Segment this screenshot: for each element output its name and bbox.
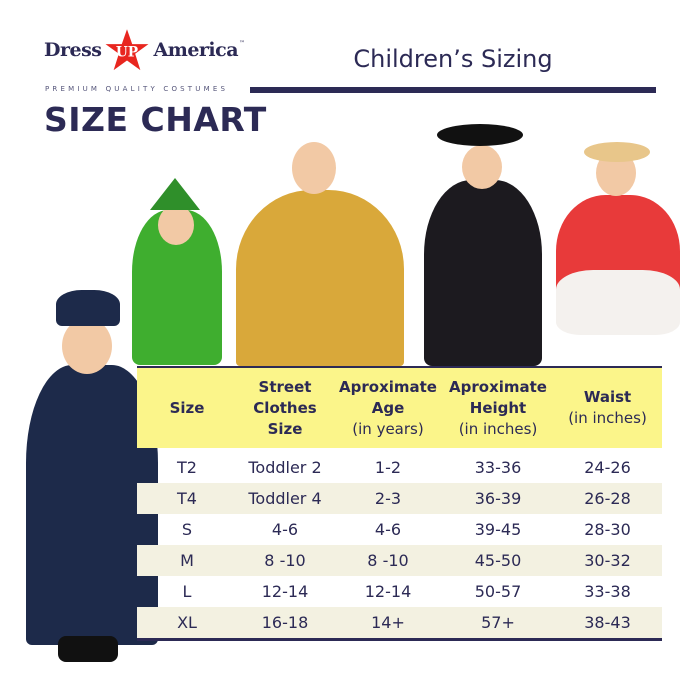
heading-divider [250, 87, 656, 93]
table-top-rule [137, 366, 662, 368]
page-title: SIZE CHART [44, 100, 267, 139]
table-cell: 2-3 [374, 489, 402, 508]
table-cell: 8 -10 [367, 551, 409, 570]
table-row: M 8 -10 8 -10 45-50 30-32 [137, 545, 662, 576]
table-cell: 12-14 [261, 582, 309, 601]
table-cell: T2 [177, 458, 197, 477]
table-cell: 33-36 [474, 458, 522, 477]
brand-tagline: PREMIUM QUALITY COSTUMES [45, 85, 229, 93]
table-cell: T4 [177, 489, 197, 508]
table-cell: M [180, 551, 194, 570]
table-cell: 4-6 [271, 520, 299, 539]
table-cell: Toddler 4 [248, 489, 322, 508]
table-cell: XL [177, 613, 197, 632]
table-row: XL 16-18 14+ 57+ 38-43 [137, 607, 662, 638]
brand-name-left: Dress [44, 39, 102, 61]
table-cell: 33-38 [584, 582, 631, 601]
header-height: Aproximate Height (in inches) [449, 377, 547, 438]
section-heading: Children’s Sizing [353, 45, 553, 73]
header-age: Aproximate Age (in years) [339, 377, 437, 438]
table-cell: 45-50 [474, 551, 522, 570]
table-cell: 36-39 [474, 489, 522, 508]
header-waist: Waist (in inches) [568, 388, 647, 427]
table-cell: 57+ [481, 613, 515, 632]
table-cell: 28-30 [584, 520, 631, 539]
header-street-size: Street Clothes Size [253, 377, 317, 438]
brand-name-right: America [153, 39, 239, 61]
table-row: S 4-6 4-6 39-45 28-30 [137, 514, 662, 545]
table-cell: 30-32 [584, 551, 631, 570]
table-row: T2 Toddler 2 1-2 33-36 24-26 [137, 452, 662, 483]
table-cell: Toddler 2 [248, 458, 322, 477]
table-cell: S [181, 520, 193, 539]
star-icon: UP [102, 25, 153, 74]
table-cell: 8 -10 [264, 551, 306, 570]
table-cell: 1-2 [374, 458, 402, 477]
table-cell: 26-28 [584, 489, 631, 508]
table-cell: 24-26 [584, 458, 631, 477]
table-cell: L [182, 582, 192, 601]
table-body: T2 Toddler 2 1-2 33-36 24-26 T4 Toddler 4 2-3 36… [137, 448, 662, 638]
table-cell: 38-43 [584, 613, 631, 632]
header-size: Size [169, 398, 205, 417]
trademark: ™ [239, 40, 246, 47]
table-cell: 14+ [371, 613, 405, 632]
table-row: L 12-14 12-14 50-57 33-38 [137, 576, 662, 607]
table-cell: 4-6 [374, 520, 402, 539]
table-cell: 16-18 [261, 613, 309, 632]
table-cell: 12-14 [364, 582, 412, 601]
table-row: T4 Toddler 4 2-3 36-39 26-28 [137, 483, 662, 514]
table-cell: 50-57 [474, 582, 522, 601]
table-header: Size Street Clothes Size Aproximate Age(… [137, 368, 662, 448]
brand-logo: Dress UP America ™ [44, 20, 245, 80]
svg-text:UP: UP [116, 44, 138, 60]
table-bottom-rule [137, 638, 662, 641]
table-cell: 39-45 [474, 520, 522, 539]
size-table: Size Street Clothes Size Aproximate Age(… [137, 366, 662, 641]
